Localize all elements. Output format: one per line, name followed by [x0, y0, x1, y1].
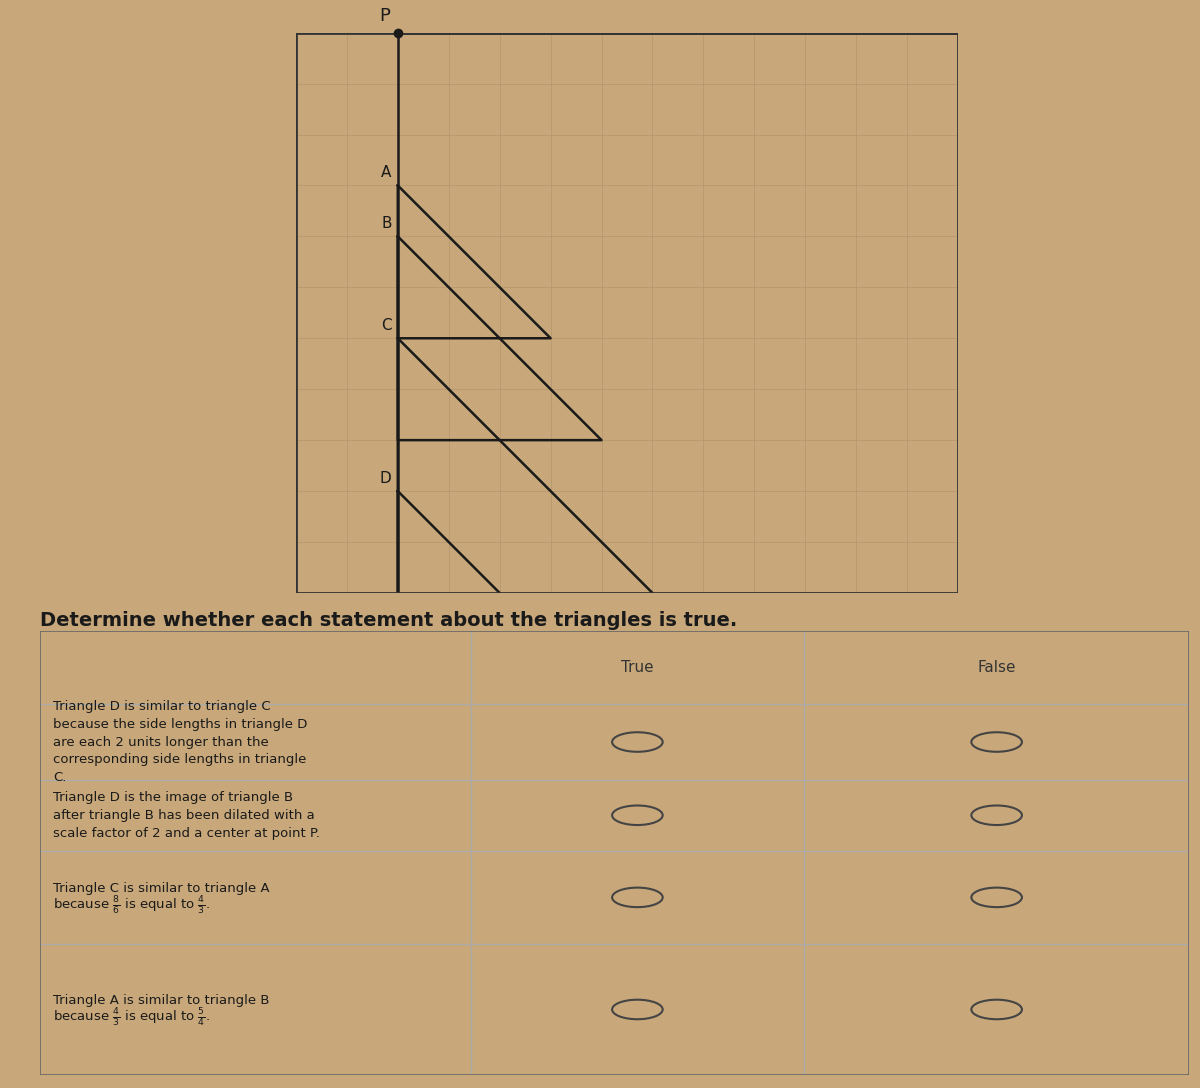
Text: A: A	[382, 165, 391, 181]
Text: Triangle C is similar to triangle A: Triangle C is similar to triangle A	[53, 882, 270, 895]
Text: B: B	[382, 217, 391, 232]
Text: corresponding side lengths in triangle: corresponding side lengths in triangle	[53, 753, 307, 766]
Text: D: D	[380, 471, 391, 486]
Text: Triangle D is similar to triangle C: Triangle D is similar to triangle C	[53, 700, 271, 713]
Text: are each 2 units longer than the: are each 2 units longer than the	[53, 735, 269, 749]
Text: scale factor of 2 and a center at point P.: scale factor of 2 and a center at point …	[53, 827, 320, 840]
Text: because $\frac{4}{3}$ is equal to $\frac{5}{4}$.: because $\frac{4}{3}$ is equal to $\frac…	[53, 1007, 210, 1029]
Text: False: False	[977, 660, 1016, 676]
Text: P: P	[379, 7, 390, 25]
Text: because $\frac{8}{6}$ is equal to $\frac{4}{3}$.: because $\frac{8}{6}$ is equal to $\frac…	[53, 895, 210, 917]
Text: Triangle D is the image of triangle B: Triangle D is the image of triangle B	[53, 791, 294, 804]
Text: C: C	[382, 318, 391, 333]
Text: Triangle A is similar to triangle B: Triangle A is similar to triangle B	[53, 994, 270, 1007]
Text: C.: C.	[53, 771, 67, 784]
Text: after triangle B has been dilated with a: after triangle B has been dilated with a	[53, 808, 316, 821]
Text: Determine whether each statement about the triangles is true.: Determine whether each statement about t…	[40, 611, 737, 630]
Text: True: True	[622, 660, 654, 676]
Text: because the side lengths in triangle D: because the side lengths in triangle D	[53, 718, 307, 731]
